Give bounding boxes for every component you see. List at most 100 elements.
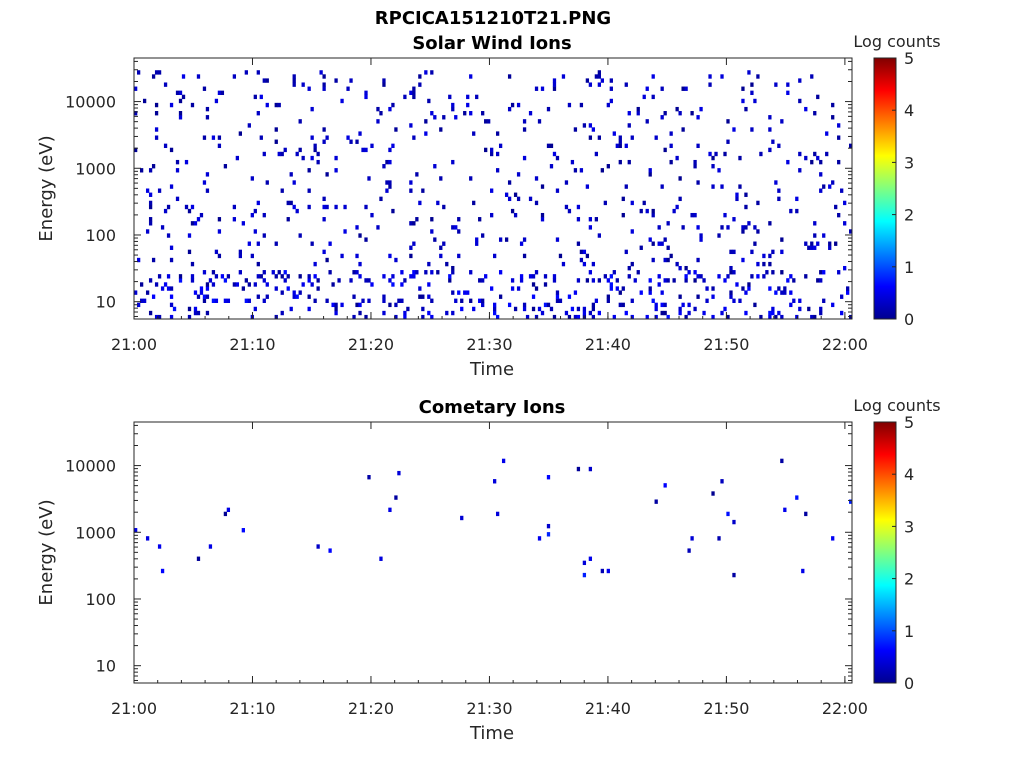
x-tick-label: 21:00	[111, 335, 157, 354]
figure-title: RPCICA151210T21.PNG	[375, 8, 611, 29]
heatmap-cell	[400, 298, 404, 303]
heatmap-cell	[148, 221, 153, 226]
heatmap-cell	[451, 106, 455, 112]
heatmap-cell	[531, 274, 536, 279]
heatmap-cell	[493, 310, 497, 316]
heatmap-cell	[322, 217, 326, 222]
heatmap-cell	[148, 200, 153, 206]
heatmap-cell	[256, 70, 260, 75]
heatmap-cell	[493, 306, 497, 312]
heatmap-cell	[391, 102, 395, 108]
heatmap-cell	[651, 241, 655, 246]
heatmap-cell	[666, 314, 670, 320]
heatmap-cell	[804, 274, 808, 279]
heatmap-cell	[379, 556, 383, 561]
heatmap-cell	[205, 115, 210, 120]
heatmap-cell	[247, 298, 251, 303]
heatmap-cell	[813, 151, 817, 157]
heatmap-cell	[534, 200, 539, 206]
heatmap-cell	[145, 229, 150, 234]
colorbar	[873, 57, 897, 320]
heatmap-cell	[549, 306, 554, 312]
heatmap-cell	[591, 261, 596, 267]
heatmap-cell	[531, 282, 536, 287]
heatmap-cell	[415, 217, 419, 222]
heatmap-cell	[606, 294, 610, 299]
heatmap-cell	[708, 74, 712, 79]
heatmap-cell	[735, 192, 739, 197]
heatmap-cell	[822, 270, 826, 275]
heatmap-cell	[298, 290, 302, 295]
heatmap-cell	[310, 155, 314, 161]
heatmap-cell	[376, 106, 380, 112]
heatmap-cell	[430, 217, 434, 222]
heatmap-cell	[621, 286, 625, 291]
heatmap-cell	[223, 511, 228, 517]
heatmap-cell	[454, 115, 458, 120]
heatmap-cell	[657, 274, 661, 279]
y-tick-label: 10000	[65, 93, 116, 112]
heatmap-cell	[310, 106, 314, 112]
heatmap-cell	[415, 270, 419, 275]
heatmap-cell	[543, 302, 548, 308]
heatmap-cell	[256, 274, 260, 279]
heatmap-cell	[169, 102, 174, 108]
heatmap-cell	[334, 155, 338, 161]
heatmap-cell	[205, 310, 210, 316]
heatmap-cell	[810, 74, 814, 79]
heatmap-cell	[157, 188, 162, 193]
heatmap-cell	[630, 229, 634, 234]
heatmap-cell	[741, 286, 745, 291]
heatmap-cell	[561, 74, 566, 79]
heatmap-cell	[316, 151, 320, 157]
heatmap-cell	[385, 159, 389, 165]
heatmap-cell	[636, 270, 640, 275]
heatmap-cell	[618, 143, 622, 149]
heatmap-cell	[403, 314, 407, 320]
heatmap-cell	[451, 102, 455, 108]
heatmap-cell	[591, 302, 596, 308]
y-tick-label: 10000	[65, 457, 116, 476]
heatmap-cell	[148, 168, 153, 173]
heatmap-cell	[597, 70, 601, 75]
heatmap-cell	[412, 221, 416, 226]
heatmap-cell	[651, 257, 655, 263]
heatmap-cell	[546, 475, 551, 480]
heatmap-cell	[741, 225, 745, 230]
heatmap-cell	[190, 102, 195, 108]
heatmap-cell	[205, 172, 210, 177]
heatmap-cell	[720, 225, 724, 230]
heatmap-cell	[678, 176, 682, 181]
heatmap-cell	[510, 286, 515, 291]
heatmap-cell	[364, 278, 368, 283]
heatmap-cell	[840, 310, 844, 316]
heatmap-cell	[741, 86, 745, 91]
heatmap-cell	[798, 298, 802, 303]
heatmap-cell	[630, 200, 634, 206]
heatmap-cell	[220, 90, 225, 96]
heatmap-cell	[343, 229, 347, 234]
heatmap-cell	[606, 568, 610, 574]
heatmap-cell	[478, 278, 482, 283]
heatmap-cell	[151, 74, 156, 79]
heatmap-cell	[624, 184, 628, 189]
heatmap-cell	[214, 98, 219, 104]
heatmap-cell	[136, 302, 141, 308]
heatmap-cell	[247, 241, 251, 246]
heatmap-cell	[588, 225, 593, 230]
heatmap-cell	[756, 200, 760, 206]
heatmap-cell	[433, 115, 437, 120]
heatmap-cell	[522, 237, 527, 242]
heatmap-cell	[178, 278, 183, 283]
heatmap-cell	[451, 270, 455, 275]
heatmap-cell	[307, 168, 311, 173]
heatmap-cell	[436, 200, 440, 206]
heatmap-cell	[768, 127, 772, 132]
heatmap-cell	[325, 135, 329, 140]
heatmap-cell	[134, 147, 138, 153]
heatmap-cell	[618, 135, 622, 140]
heatmap-cell	[684, 274, 688, 279]
heatmap-cell	[421, 306, 425, 312]
heatmap-cell	[834, 241, 838, 246]
heatmap-cell	[241, 286, 245, 291]
